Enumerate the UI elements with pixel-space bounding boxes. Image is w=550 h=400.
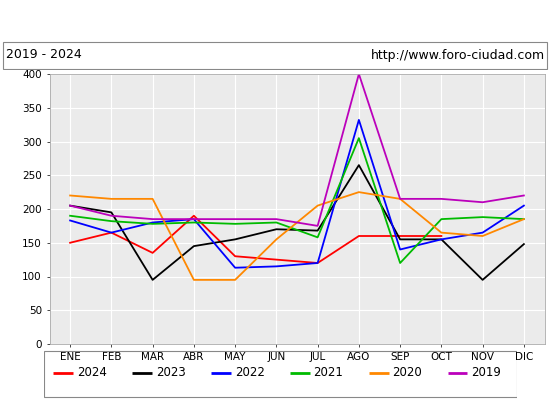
Text: 2023: 2023 (156, 366, 186, 380)
Text: 2024: 2024 (77, 366, 107, 380)
Text: 2019 - 2024: 2019 - 2024 (6, 48, 81, 62)
Text: 2020: 2020 (393, 366, 422, 380)
FancyBboxPatch shape (44, 350, 517, 398)
FancyBboxPatch shape (3, 42, 547, 68)
Text: Evolucion Nº Turistas Extranjeros en el municipio de Morales de Toro: Evolucion Nº Turistas Extranjeros en el … (0, 12, 550, 28)
Text: http://www.foro-ciudad.com: http://www.foro-ciudad.com (370, 48, 544, 62)
Text: 2019: 2019 (471, 366, 501, 380)
Text: 2022: 2022 (235, 366, 265, 380)
Text: 2021: 2021 (314, 366, 344, 380)
